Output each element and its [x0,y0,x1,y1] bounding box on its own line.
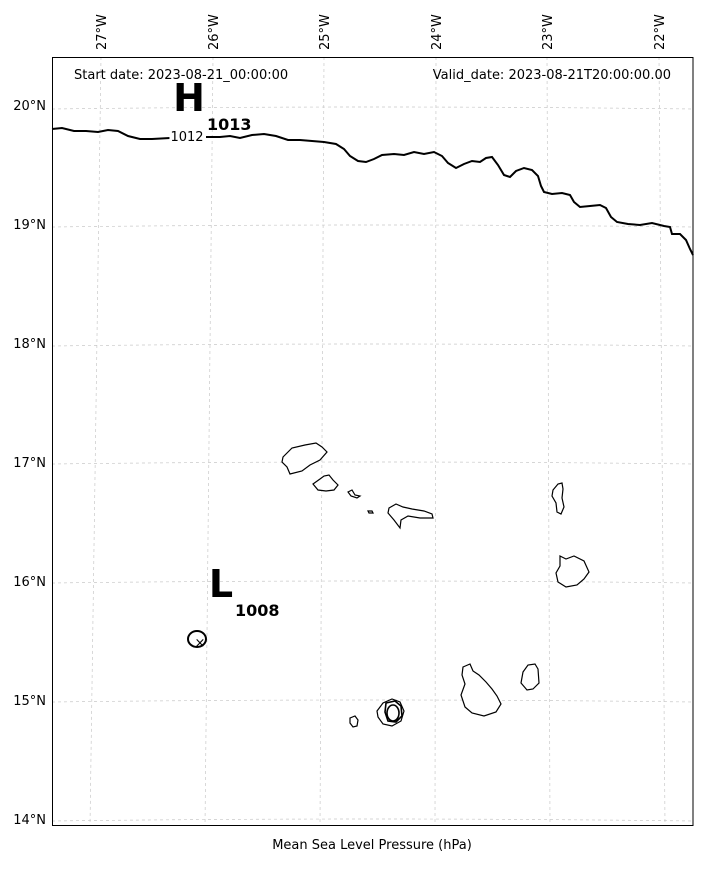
pressure-contours: 1012 [51,126,694,723]
parallel-17n [51,461,694,465]
meridian-23w [546,56,551,827]
lat-label-17n: 17°N [13,456,46,471]
start-date-label: Start date: 2023-08-21_00:00:00 [74,68,288,83]
low-pressure-symbol: L [209,562,233,606]
parallel-14n [51,818,694,822]
contour-low-ring [187,630,207,648]
lon-label-22w: 22°W [653,14,668,50]
lon-label-24w: 24°W [430,14,445,50]
lat-label-20n: 20°N [13,99,46,114]
meridian-27w [89,56,102,827]
longitude-labels: 27°W 26°W 25°W 24°W 23°W 22°W [95,14,668,50]
x-axis-label: Mean Sea Level Pressure (hPa) [272,838,472,853]
pressure-centers: H 1013 L 1008 × [173,76,279,651]
high-pressure-symbol: H [173,76,205,120]
low-pressure-value: 1008 [235,601,280,620]
island-sal [551,482,565,515]
parallel-16n [51,580,694,584]
parallel-19n [51,224,694,228]
coastlines [281,442,590,728]
parallel-20n [51,106,694,110]
parallel-18n [51,343,694,347]
island-maio [520,663,540,691]
island-sao-nicolau [387,503,434,530]
lon-label-26w: 26°W [207,14,222,50]
island-boa-vista [555,555,590,588]
island-santa-luzia [347,489,362,499]
lat-label-15n: 15°N [13,694,46,709]
lat-label-18n: 18°N [13,337,46,352]
meridian-22w [658,56,666,827]
lon-label-25w: 25°W [318,14,333,50]
island-santiago [460,663,502,717]
lat-label-19n: 19°N [13,218,46,233]
contour-1012-label: 1012 [170,130,203,145]
island-brava [349,715,359,728]
high-pressure-value: 1013 [207,115,252,134]
lon-label-23w: 23°W [541,14,556,50]
low-center-marker: × [195,636,206,651]
plot-frame [52,57,694,826]
contour-fogo-ring-outer [384,700,403,723]
contour-label-mask [169,130,205,145]
island-raso [367,510,374,514]
lat-label-14n: 14°N [13,813,46,828]
latitude-labels: 20°N 19°N 18°N 17°N 16°N 15°N 14°N [13,99,46,828]
parallel-15n [51,699,694,703]
graticule [51,56,694,827]
contour-fogo-ring-inner [386,704,400,722]
island-santo-antao [281,442,328,475]
meridian-24w [434,56,437,827]
valid-date-label: Valid_date: 2023-08-21T20:00:00.00 [433,68,671,83]
island-sao-vicente [312,474,339,492]
meridian-25w [319,56,325,827]
contour-1012-line [51,126,694,256]
lon-label-27w: 27°W [95,14,110,50]
meridian-26w [204,56,214,827]
lat-label-16n: 16°N [13,575,46,590]
